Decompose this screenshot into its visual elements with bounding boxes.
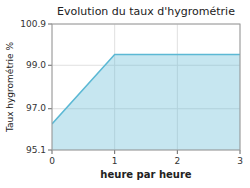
tick-mark (177, 150, 178, 154)
tick-mark (48, 108, 52, 109)
tick-label: 99.0 (26, 60, 46, 70)
tick-mark (52, 150, 53, 154)
axes: 95.1 97.0 99.0 100.9 0 1 2 3 (20, 19, 243, 167)
tick-label: 1 (112, 156, 118, 166)
tick-label: 100.9 (20, 19, 46, 29)
tick-mark (48, 65, 52, 66)
tick-label: 97.0 (26, 103, 46, 113)
chart: 95.1 97.0 99.0 100.9 0 1 2 3 Evolution du taux d… (0, 0, 250, 188)
x-axis-label: heure par heure (100, 169, 191, 180)
grid (52, 24, 240, 150)
tick-mark (48, 24, 52, 25)
tick-label: 3 (237, 156, 243, 166)
tick-label: 0 (49, 156, 55, 166)
marks (52, 54, 240, 150)
area (52, 54, 240, 150)
y-axis-label: Taux hygrométrie % (5, 41, 15, 133)
tick-mark (240, 150, 241, 154)
tick-label: 2 (174, 156, 180, 166)
tick-mark (114, 150, 115, 154)
tick-label: 95.1 (26, 145, 46, 155)
plot-frame (52, 24, 240, 150)
tick-mark (48, 150, 52, 151)
line (52, 54, 240, 124)
title: Evolution du taux d'hygrométrie (57, 5, 235, 18)
